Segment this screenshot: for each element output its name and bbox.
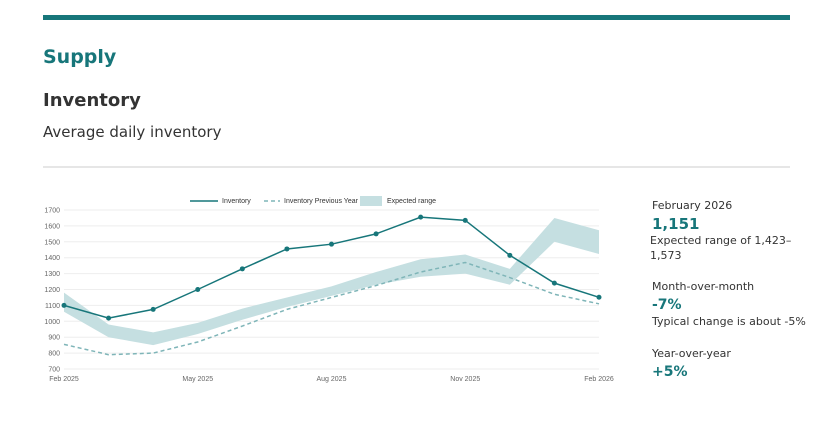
data-point [418, 214, 424, 220]
data-point [507, 252, 513, 258]
y-tick-label: 1100 [45, 303, 60, 310]
y-tick-label: 1700 [44, 208, 60, 215]
stat-mom-value: -7% [652, 297, 682, 313]
stat-period: February 2026 [652, 199, 732, 212]
y-tick-label: 1000 [44, 319, 60, 326]
stat-value: 1,151 [652, 215, 699, 233]
y-tick-label: 1600 [44, 223, 60, 230]
legend-label: Inventory [222, 198, 251, 205]
data-point [150, 306, 156, 312]
data-point [195, 287, 201, 292]
series-line [63, 261, 600, 356]
stat-range: Expected range of 1,423–1,573 [650, 234, 792, 262]
y-tick-label: 1500 [44, 239, 60, 246]
y-tick-label: 700 [48, 367, 60, 374]
x-tick-label: Aug 2025 [317, 376, 347, 383]
x-tick-label: Nov 2025 [450, 376, 480, 383]
stat-mom-note: Typical change is about -5% [651, 315, 806, 328]
subtitle: Average daily inventory [43, 123, 222, 141]
data-point [551, 280, 557, 286]
top-bar [43, 15, 790, 20]
data-point [106, 315, 112, 321]
legend-label: Inventory Previous Year [284, 198, 359, 205]
x-tick-label: May 2025 [182, 376, 213, 383]
y-tick-label: 1400 [44, 255, 60, 262]
data-point [462, 217, 468, 223]
legend-label: Expected range [387, 198, 436, 205]
stat-yoy-value: +5% [652, 364, 688, 380]
section-title: Supply [43, 46, 117, 68]
stat-range-text: Expected range of 1,423–1,573 [650, 234, 792, 262]
data-point [373, 231, 379, 237]
data-point [61, 302, 67, 308]
y-tick-label: 800 [48, 351, 60, 358]
y-tick-label: 1200 [44, 287, 60, 294]
x-tick-label: Feb 2025 [49, 376, 79, 383]
title: Inventory [43, 90, 141, 111]
stat-yoy-label: Year-over-year [651, 347, 731, 360]
expected-range [64, 217, 599, 346]
legend-swatch [360, 196, 382, 206]
x-tick-label: Feb 2026 [584, 376, 614, 383]
stat-mom-label: Month-over-month [652, 280, 754, 293]
data-point [284, 246, 290, 252]
y-tick-label: 900 [48, 335, 60, 342]
data-point [239, 266, 245, 272]
data-point [329, 241, 334, 247]
data-point [596, 294, 602, 300]
y-tick-label: 1300 [44, 271, 60, 278]
